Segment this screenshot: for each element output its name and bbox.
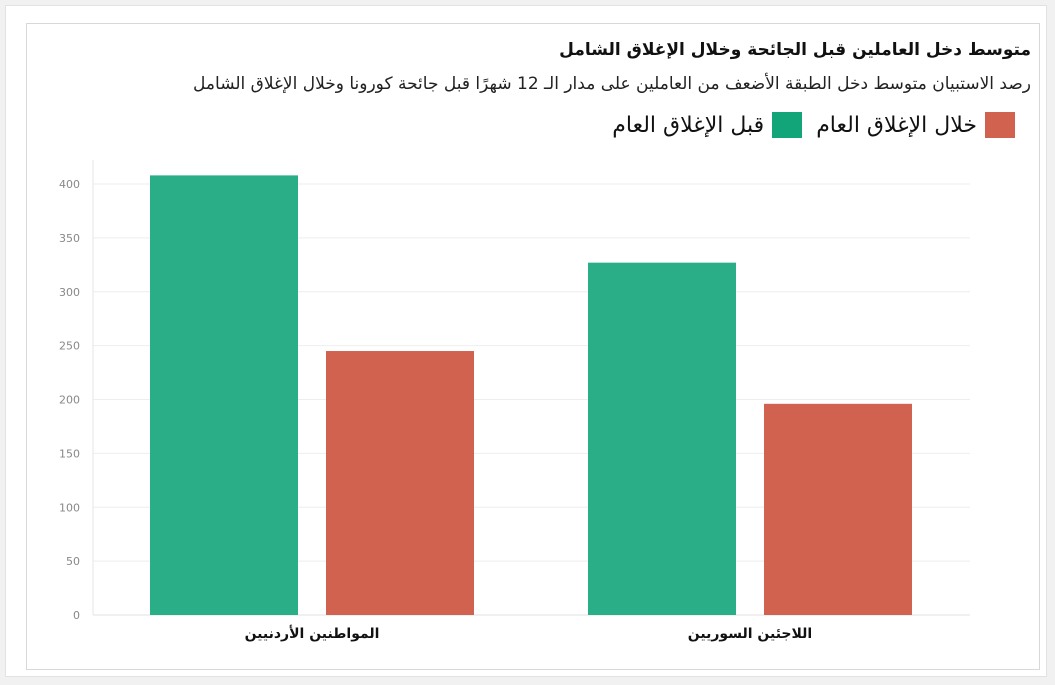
bar-before-1[interactable] bbox=[150, 175, 298, 615]
y-tick-label: 50 bbox=[66, 555, 80, 568]
x-category-label: اللاجئين السوريين bbox=[688, 626, 812, 642]
bar-during-1[interactable] bbox=[326, 351, 474, 615]
bar-before-2[interactable] bbox=[588, 262, 736, 615]
y-tick-label: 300 bbox=[59, 286, 80, 299]
y-tick-label: 400 bbox=[59, 178, 80, 191]
legend: خلال الإغلاق العام قبل الإغلاق العام bbox=[598, 112, 1015, 138]
legend-label-before: قبل الإغلاق العام bbox=[612, 112, 765, 138]
chart-title: متوسط دخل العاملين قبل الجائحة وخلال الإ… bbox=[559, 40, 1031, 60]
y-tick-label: 350 bbox=[59, 232, 80, 245]
x-axis: المواطنين الأردنيين اللاجئين السوريين bbox=[245, 625, 813, 642]
y-tick-label: 100 bbox=[59, 501, 80, 514]
chart-subtitle: رصد الاستبيان متوسط دخل الطبقة الأضعف من… bbox=[193, 74, 1031, 94]
legend-swatch-before bbox=[772, 112, 803, 138]
legend-swatch-during bbox=[985, 112, 1015, 138]
y-axis: 0 50 100 150 200 250 300 350 400 bbox=[59, 160, 94, 622]
y-tick-label: 150 bbox=[59, 447, 80, 460]
bars bbox=[150, 175, 912, 615]
chart-frame bbox=[26, 23, 1040, 670]
bar-during-2[interactable] bbox=[764, 403, 912, 615]
x-category-label: المواطنين الأردنيين bbox=[245, 625, 380, 642]
y-tick-label: 250 bbox=[59, 340, 80, 353]
legend-label-during: خلال الإغلاق العام bbox=[816, 112, 977, 138]
legend-item-before[interactable]: قبل الإغلاق العام bbox=[612, 112, 803, 138]
legend-item-during[interactable]: خلال الإغلاق العام bbox=[816, 112, 1015, 138]
y-tick-label: 0 bbox=[73, 609, 80, 622]
y-tick-label: 200 bbox=[59, 394, 80, 407]
